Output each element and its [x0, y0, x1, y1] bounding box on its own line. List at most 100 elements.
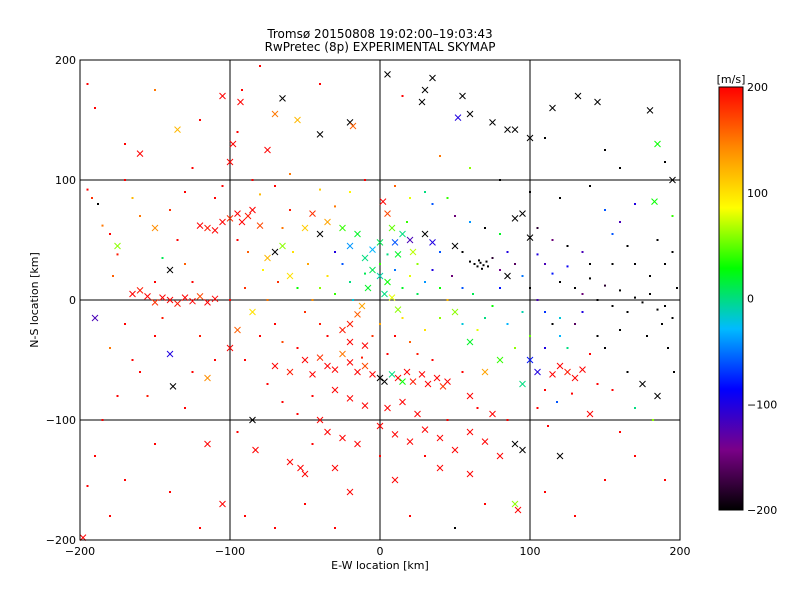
point-dot-marker [664, 305, 666, 307]
point-x-marker [309, 371, 316, 378]
point-x-marker [639, 380, 646, 388]
point-x-marker [451, 242, 459, 250]
chart-title-group: Tromsø 20150808 19:02:00–19:03:43 RwPret… [265, 27, 496, 54]
point-dot-marker [416, 353, 419, 355]
point-dot-marker [566, 265, 569, 268]
point-x-marker [346, 488, 354, 496]
point-x-marker [324, 218, 331, 226]
point-dot-marker [514, 347, 516, 349]
point-x-marker [331, 464, 339, 472]
point-dot-marker [499, 287, 501, 289]
point-x-marker [466, 428, 474, 436]
point-dot-marker [319, 287, 321, 289]
point-x-marker [519, 210, 526, 217]
point-dot-marker [476, 329, 479, 331]
x-tick-label: 200 [670, 545, 691, 558]
point-dot-marker [671, 215, 674, 217]
point-dot-marker [634, 296, 636, 299]
point-x-marker [586, 410, 594, 418]
point-dot-marker [124, 179, 126, 181]
point-dot-marker [469, 221, 471, 223]
point-dot-marker [544, 491, 546, 493]
point-dot-marker [94, 107, 96, 109]
point-dot-marker [394, 269, 396, 271]
point-x-marker [364, 284, 372, 292]
point-x-marker [451, 446, 459, 454]
point-dot-marker [446, 419, 449, 421]
point-dot-marker [596, 335, 599, 337]
point-dot-marker [604, 149, 606, 151]
point-dot-marker [94, 455, 96, 457]
point-x-marker [136, 287, 144, 294]
point-x-marker [196, 222, 204, 229]
point-dot-marker [664, 479, 666, 481]
point-dot-marker [199, 335, 201, 337]
y-tick-label: 100 [55, 174, 76, 187]
point-x-marker [391, 476, 399, 484]
point-dot-marker [101, 224, 104, 227]
point-dot-marker [124, 479, 126, 481]
point-dot-marker [97, 203, 99, 205]
point-dot-marker [634, 407, 636, 409]
point-dot-marker [461, 251, 464, 253]
point-dot-marker [296, 347, 299, 349]
point-x-marker [504, 126, 511, 133]
point-x-marker [369, 371, 376, 378]
point-x-marker [166, 266, 174, 274]
point-dot-marker [667, 347, 669, 349]
point-dot-marker [169, 491, 171, 493]
point-dot-marker [109, 347, 111, 349]
point-x-marker [381, 290, 388, 298]
point-dot-marker [481, 267, 483, 270]
point-x-marker [331, 366, 339, 373]
point-dot-marker [439, 251, 441, 253]
point-dot-marker [506, 251, 509, 253]
y-tick-label: 0 [69, 294, 76, 307]
colorbar-tick-label: 0 [747, 293, 754, 306]
point-x-marker [549, 371, 556, 378]
point-dot-marker [116, 395, 119, 397]
point-x-marker [136, 150, 144, 157]
point-dot-marker [574, 323, 576, 325]
point-dot-marker [529, 335, 531, 337]
point-dot-marker [307, 263, 309, 265]
point-dot-marker [544, 137, 546, 139]
point-dot-marker [676, 287, 678, 289]
point-dot-marker [491, 257, 494, 259]
point-dot-marker [214, 359, 216, 361]
point-dot-marker [251, 179, 254, 181]
point-dot-marker [184, 263, 186, 265]
point-dot-marker [664, 263, 666, 265]
point-x-marker [549, 104, 556, 112]
point-x-marker [574, 92, 582, 100]
point-x-marker [297, 464, 304, 472]
chart-subtitle: RwPretec (8p) EXPERIMENTAL SKYMAP [265, 40, 496, 54]
point-dot-marker [406, 221, 408, 223]
point-x-marker [514, 506, 522, 514]
colorbar-label: [m/s] [717, 73, 746, 86]
colorbar-tick-label: −100 [747, 398, 777, 411]
point-x-marker [436, 434, 444, 442]
point-x-marker [459, 92, 466, 100]
point-x-marker [646, 107, 654, 114]
point-dot-marker [262, 269, 264, 271]
point-dot-marker [559, 197, 561, 199]
point-dot-marker [124, 143, 126, 145]
point-dot-marker [349, 191, 351, 193]
point-dot-marker [556, 401, 558, 403]
y-axis-label: N-S location [km] [28, 252, 41, 348]
point-dot-marker [341, 263, 344, 265]
point-dot-marker [487, 265, 489, 268]
point-x-marker [346, 242, 354, 250]
point-dot-marker [116, 253, 119, 256]
point-dot-marker [611, 233, 614, 235]
point-x-marker [526, 234, 534, 241]
point-dot-marker [424, 281, 426, 283]
point-dot-marker [454, 527, 456, 529]
point-x-marker [376, 272, 384, 280]
point-x-marker [316, 230, 324, 238]
point-dot-marker [656, 308, 659, 311]
point-dot-marker [281, 227, 284, 229]
point-dot-marker [551, 272, 554, 275]
point-x-marker [466, 110, 474, 118]
